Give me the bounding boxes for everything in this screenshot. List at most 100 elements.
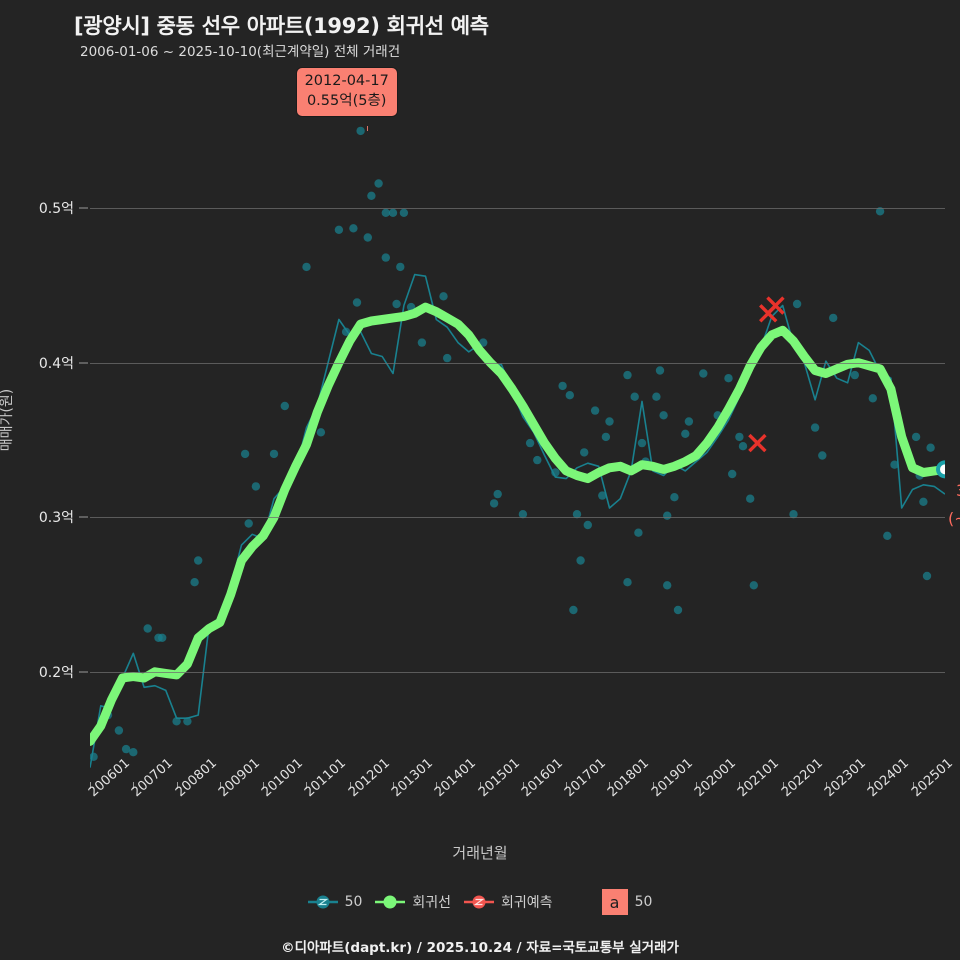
page-subtitle: 2006-01-06 ~ 2025-10-10(최근계약일) 전체 거래건 bbox=[80, 44, 401, 60]
scatter-point bbox=[172, 717, 181, 726]
scatter-point bbox=[240, 449, 250, 459]
x-tick-mark bbox=[306, 782, 308, 789]
scatter-point bbox=[601, 432, 611, 442]
scatter-point bbox=[558, 381, 567, 391]
scatter-point bbox=[129, 748, 138, 757]
series-line-regression bbox=[90, 302, 945, 746]
x-tick-mark bbox=[133, 782, 135, 789]
scatter-point bbox=[875, 207, 885, 216]
scatter-point bbox=[367, 191, 376, 200]
x-tick-mark bbox=[566, 782, 568, 789]
scatter-point bbox=[630, 392, 639, 401]
scatter-point bbox=[158, 633, 167, 642]
scatter-point bbox=[663, 581, 672, 590]
scatter-point bbox=[316, 428, 326, 437]
scatter-point bbox=[269, 449, 279, 459]
scatter-point bbox=[525, 438, 535, 448]
scatter-point bbox=[121, 744, 131, 754]
page-title: [광양시] 중동 선우 아파트(1992) 회귀선 예측 bbox=[74, 14, 489, 38]
y-gridline bbox=[90, 517, 945, 519]
scatter-point bbox=[569, 605, 578, 615]
scatter-point bbox=[363, 233, 372, 242]
scatter-point bbox=[439, 292, 448, 301]
endpoint-area: (~50㎡) bbox=[948, 509, 960, 529]
legend-item-badge[interactable]: a 50 bbox=[601, 889, 653, 915]
scatter-point bbox=[663, 511, 672, 520]
legend-item-regression[interactable]: 회귀선 bbox=[375, 892, 451, 912]
x-tick-mark bbox=[739, 782, 741, 789]
scatter-point bbox=[681, 429, 690, 438]
scatter-point bbox=[673, 605, 683, 615]
scatter-point bbox=[623, 370, 632, 380]
y-tick-label: 0.3억 bbox=[38, 510, 74, 527]
scatter-point bbox=[352, 298, 362, 307]
point-annotation: 2012-04-17 0.55억(5층) bbox=[296, 68, 397, 117]
x-tick-mark bbox=[609, 782, 611, 789]
scatter-point bbox=[374, 179, 383, 188]
scatter-point bbox=[565, 391, 574, 400]
scatter-point bbox=[518, 510, 528, 519]
scatter-point bbox=[890, 460, 899, 469]
scatter-point bbox=[183, 717, 192, 726]
scatter-point bbox=[684, 417, 694, 426]
y-tick-mark bbox=[79, 362, 88, 364]
scatter-point bbox=[381, 253, 390, 262]
chart-legend: 50 회귀선 회귀예측 a 50 bbox=[0, 889, 960, 915]
scatter-point bbox=[493, 489, 502, 499]
y-axis-label: 매매가(원) bbox=[0, 388, 15, 452]
plot-area bbox=[90, 100, 945, 780]
scatter-point bbox=[356, 126, 365, 136]
scatter-point bbox=[489, 499, 499, 508]
legend-badge-label: 50 bbox=[634, 894, 653, 910]
x-tick-mark bbox=[652, 782, 654, 789]
y-tick-label: 0.4억 bbox=[38, 355, 74, 372]
chart-canvas bbox=[90, 126, 945, 768]
scatter-point bbox=[605, 417, 614, 426]
x-tick-mark bbox=[912, 782, 914, 789]
scatter-point bbox=[388, 208, 398, 217]
annotation-date: 2012-04-17 bbox=[304, 73, 389, 89]
x-tick-mark bbox=[436, 782, 438, 789]
y-gridline bbox=[90, 208, 945, 210]
x-tick-mark bbox=[696, 782, 698, 789]
x-tick-mark bbox=[479, 782, 481, 789]
legend-badge-letter: a bbox=[601, 889, 628, 915]
scatter-point bbox=[655, 366, 665, 375]
annotation-price: 0.55억(5층) bbox=[306, 92, 387, 109]
prediction-x-marker bbox=[766, 296, 785, 315]
scatter-point bbox=[818, 451, 827, 460]
scatter-point bbox=[868, 394, 877, 403]
scatter-point bbox=[443, 353, 452, 363]
scatter-point bbox=[911, 432, 921, 442]
y-tick-mark bbox=[79, 207, 88, 209]
y-gridline bbox=[90, 362, 945, 364]
scatter-point bbox=[652, 392, 661, 401]
scatter-point bbox=[572, 510, 582, 519]
scatter-point bbox=[735, 432, 744, 442]
x-tick-mark bbox=[263, 782, 265, 789]
y-tick-label: 0.2억 bbox=[38, 664, 74, 681]
legend-item-actual[interactable]: 50 bbox=[307, 894, 363, 910]
scatter-point bbox=[114, 726, 124, 735]
scatter-point bbox=[244, 519, 253, 528]
scatter-point bbox=[883, 531, 892, 540]
scatter-point bbox=[392, 299, 401, 309]
y-tick-mark bbox=[79, 671, 88, 673]
scatter-point bbox=[922, 571, 932, 581]
scatter-point bbox=[810, 423, 820, 432]
scatter-point bbox=[280, 401, 289, 411]
x-tick-mark bbox=[90, 782, 91, 789]
scatter-point bbox=[381, 208, 390, 217]
scatter-point bbox=[623, 578, 632, 587]
scatter-point bbox=[728, 469, 737, 479]
x-tick-mark bbox=[869, 782, 871, 789]
scatter-point bbox=[659, 411, 668, 420]
legend-label-actual: 50 bbox=[344, 894, 363, 910]
y-tick-mark bbox=[79, 516, 88, 518]
legend-item-prediction[interactable]: 회귀예측 bbox=[464, 892, 553, 912]
scatter-point bbox=[634, 528, 643, 537]
scatter-point bbox=[302, 262, 311, 272]
scatter-point bbox=[576, 556, 585, 565]
scatter-point bbox=[926, 443, 935, 452]
scatter-point bbox=[637, 438, 647, 448]
